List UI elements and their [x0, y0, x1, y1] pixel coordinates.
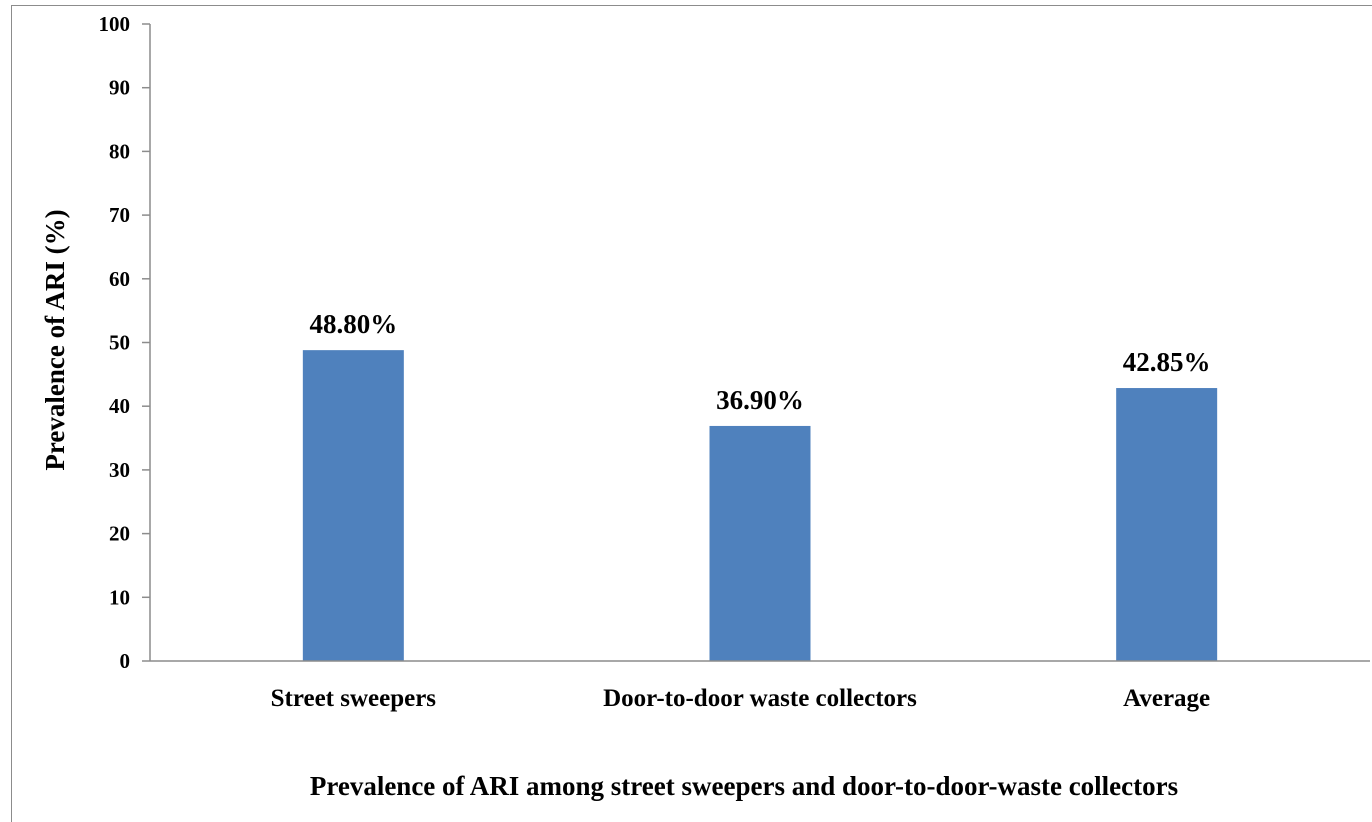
y-tick-label: 0 [120, 649, 131, 673]
y-axis-label: Prevalence of ARI (%) [40, 209, 70, 470]
chart-frame [11, 5, 1372, 822]
y-tick-label: 60 [109, 267, 130, 291]
bar [302, 350, 404, 661]
data-labels: 48.80% 36.90% 42.85% [309, 309, 1210, 415]
y-tick-label: 80 [109, 139, 130, 163]
bars [302, 350, 1218, 661]
data-label: 48.80% [309, 309, 397, 339]
y-tick-label: 90 [109, 76, 130, 100]
data-label: 42.85% [1123, 347, 1211, 377]
x-category-label: Average [1123, 685, 1210, 712]
y-tick-label: 100 [99, 12, 131, 36]
x-category-label: Door-to-door waste collectors [603, 685, 917, 712]
y-tick-label: 40 [109, 394, 130, 418]
y-tick-label: 30 [109, 458, 130, 482]
x-axis-label: Prevalence of ARI among street sweepers … [310, 771, 1178, 801]
y-axis-ticks: 0 10 20 30 40 50 60 70 80 90 100 [99, 12, 150, 673]
x-axis-categories: Street sweepers Door-to-door waste collec… [271, 685, 1211, 712]
data-label: 36.90% [716, 385, 804, 415]
y-tick-label: 50 [109, 331, 130, 355]
y-tick-label: 10 [109, 585, 130, 609]
bar [1116, 388, 1218, 661]
y-tick-label: 70 [109, 203, 130, 227]
x-category-label: Street sweepers [271, 685, 437, 712]
bar [709, 425, 811, 661]
y-tick-label: 20 [109, 522, 130, 546]
